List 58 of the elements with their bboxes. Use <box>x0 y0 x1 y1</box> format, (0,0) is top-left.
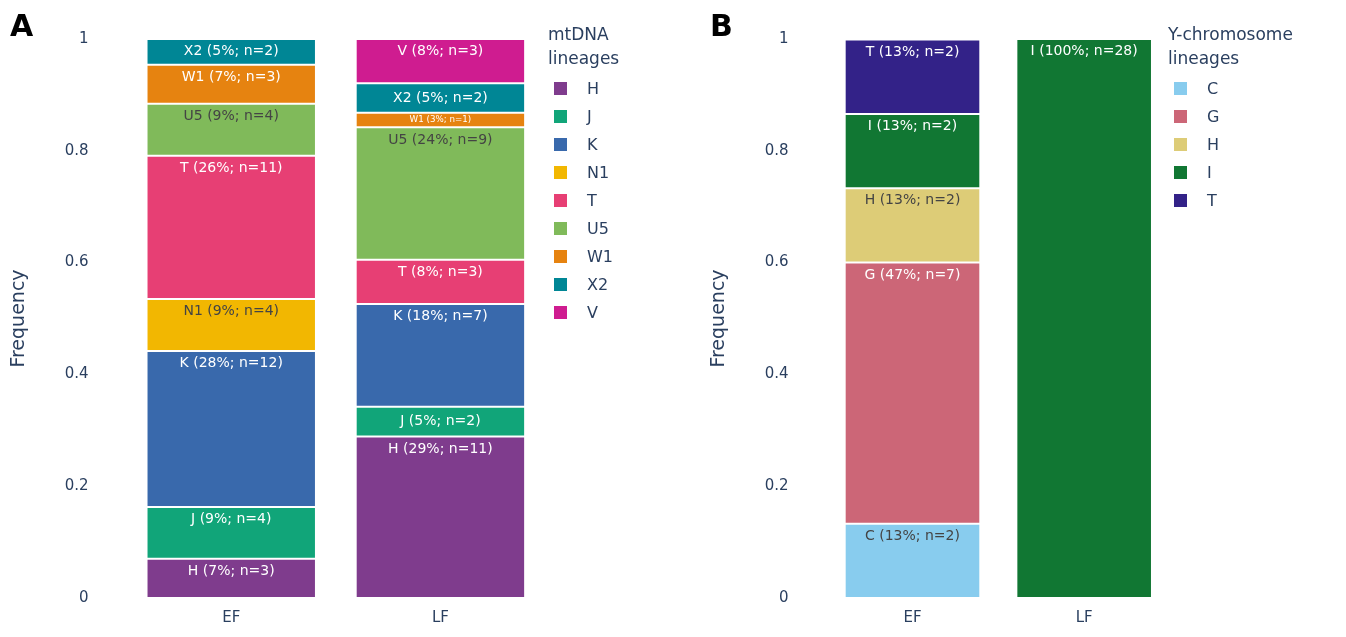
data-label: H (7%; n=3) <box>187 562 275 579</box>
legend-label: W1 <box>587 246 613 266</box>
legend-label: T <box>1207 190 1217 210</box>
legend-label: H <box>587 78 600 98</box>
legend-label: U5 <box>587 218 609 238</box>
legend-label: K <box>587 134 598 154</box>
legend-label: N1 <box>587 162 610 182</box>
data-label: W1 (7%; n=3) <box>181 67 281 84</box>
legend-label: G <box>1207 106 1220 126</box>
data-label: W1 (3%; n=1) <box>409 114 472 125</box>
y-tick-label: 1 <box>779 28 789 47</box>
data-label: U5 (9%; n=4) <box>183 107 279 124</box>
data-label: I (13%; n=2) <box>867 117 958 134</box>
legend-title: Y-chromosome lineages <box>1168 23 1294 70</box>
y-axis-title: Frequency <box>706 269 729 368</box>
data-label: J (9%; n=4) <box>190 510 272 527</box>
data-label: G (47%; n=7) <box>864 265 961 282</box>
y-tick-label: 0.6 <box>64 252 89 271</box>
y-axis-title: Frequency <box>6 269 29 368</box>
data-label: V (8%; n=3) <box>397 42 484 59</box>
legend-label: I <box>1207 162 1212 182</box>
text: A <box>10 8 34 43</box>
legend-label: H <box>1207 134 1220 154</box>
legend-label: J <box>587 106 592 126</box>
data-label: K (18%; n=7) <box>393 307 488 324</box>
y-tick-label: 0.2 <box>64 476 89 495</box>
y-tick-label: 0.8 <box>64 140 89 159</box>
x-tick-label: EF <box>903 607 922 626</box>
y-tick-label: 0.4 <box>64 364 89 383</box>
data-label: K (28%; n=12) <box>179 354 283 371</box>
data-label: T (8%; n=3) <box>397 263 483 280</box>
y-tick-label: 1 <box>79 28 89 47</box>
data-label: C (13%; n=2) <box>865 526 960 543</box>
y-tick-label: 0 <box>779 587 789 606</box>
y-tick-label: 0.6 <box>764 252 789 271</box>
data-label: T (26%; n=11) <box>178 159 283 176</box>
legend-label: V <box>587 302 598 322</box>
y-tick-label: 0.2 <box>764 476 789 495</box>
data-label: H (29%; n=11) <box>388 439 493 456</box>
legend-label: T <box>587 190 597 210</box>
data-label: T (13%; n=2) <box>864 42 960 59</box>
data-label: H (13%; n=2) <box>864 191 961 208</box>
y-tick-label: 0 <box>79 587 89 606</box>
data-label: U5 (24%; n=9) <box>388 130 493 147</box>
legend-label: X2 <box>587 274 609 294</box>
data-label: X2 (5%; n=2) <box>393 88 488 105</box>
x-tick-label: EF <box>222 607 241 626</box>
y-tick-label: 0.4 <box>764 364 789 383</box>
legend-title: mtDNA lineages <box>548 23 621 70</box>
data-label: X2 (5%; n=2) <box>183 42 279 59</box>
data-label: J (5%; n=2) <box>399 412 481 429</box>
text: B <box>710 8 733 43</box>
data-label: N1 (9%; n=4) <box>183 302 280 319</box>
legend-label: C <box>1207 78 1219 98</box>
x-tick-label: LF <box>1075 607 1093 626</box>
data-label: I (100%; n=28) <box>1030 42 1138 59</box>
x-tick-label: LF <box>431 607 449 626</box>
y-tick-label: 0.8 <box>764 140 789 159</box>
